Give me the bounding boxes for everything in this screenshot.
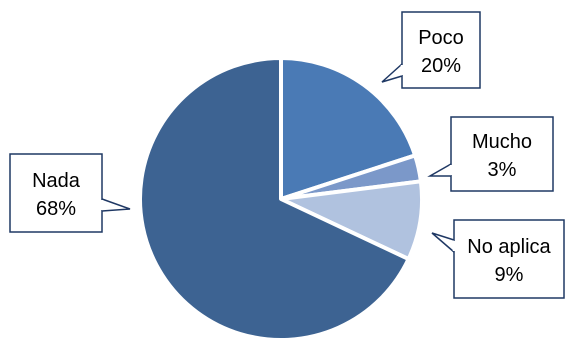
slice-value-label: 3%	[488, 159, 517, 181]
slice-value-label: 9%	[495, 264, 524, 286]
slice-label: Poco	[418, 27, 464, 49]
callout-nada: Nada 68%	[9, 153, 131, 233]
callouts: Poco 20% Mucho 3% No aplica 9% Nada 68%	[9, 11, 565, 299]
callout-box	[450, 116, 554, 192]
callout-box	[401, 11, 481, 89]
slice-value-label: 68%	[36, 198, 76, 220]
callout-pointer	[431, 232, 455, 253]
callout-no-aplica: No aplica 9%	[431, 219, 565, 299]
callout-pointer	[427, 163, 452, 177]
callout-pointer	[101, 198, 131, 212]
slice-label: Nada	[32, 170, 81, 192]
callout-mucho: Mucho 3%	[427, 116, 554, 192]
pie-slices	[138, 56, 424, 341]
slice-nada	[138, 56, 411, 341]
callout-poco: Poco 20%	[381, 11, 481, 89]
callout-box	[9, 153, 103, 233]
slice-label: No aplica	[467, 236, 551, 258]
callout-pointer	[381, 63, 403, 83]
slice-poco	[279, 56, 418, 201]
slice-label: Mucho	[472, 131, 532, 153]
slice-value-label: 20%	[421, 55, 461, 77]
callout-box	[453, 219, 565, 299]
